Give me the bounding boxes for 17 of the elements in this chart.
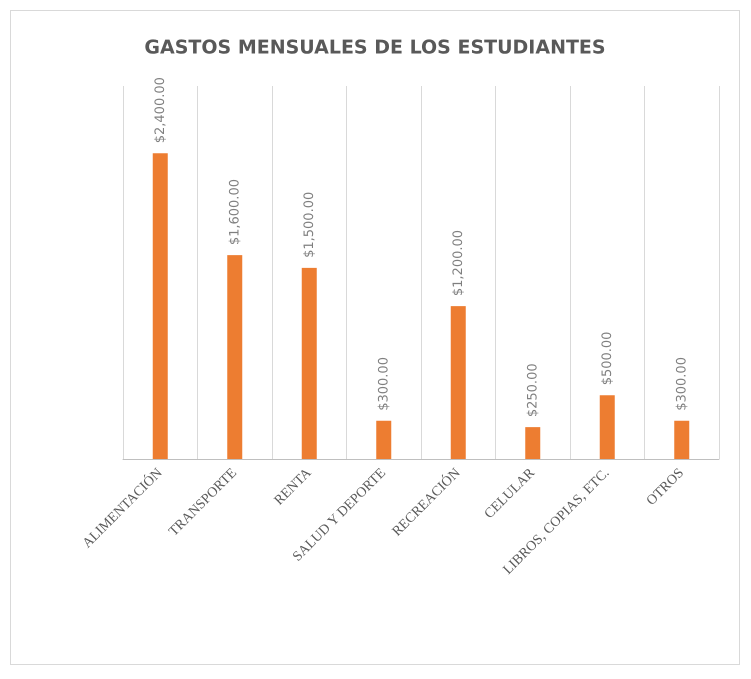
- bar: [152, 153, 168, 459]
- bar: [525, 427, 540, 459]
- data-label: $1,500.00: [302, 192, 317, 258]
- data-label: $500.00: [600, 332, 615, 386]
- data-label: $2,400.00: [152, 77, 168, 144]
- bar: [600, 395, 615, 459]
- bar: [674, 420, 690, 459]
- bar: [376, 420, 392, 459]
- data-label: $1,600.00: [227, 179, 242, 246]
- data-label: $300.00: [376, 357, 392, 411]
- bar: [450, 306, 466, 459]
- bar: [302, 268, 317, 459]
- bar: [227, 255, 242, 459]
- chart-title: GASTOS MENSUALES DE LOS ESTUDIANTES: [144, 36, 606, 58]
- data-label: $300.00: [674, 357, 690, 411]
- data-label: $1,200.00: [450, 230, 466, 296]
- data-label: $250.00: [525, 363, 540, 418]
